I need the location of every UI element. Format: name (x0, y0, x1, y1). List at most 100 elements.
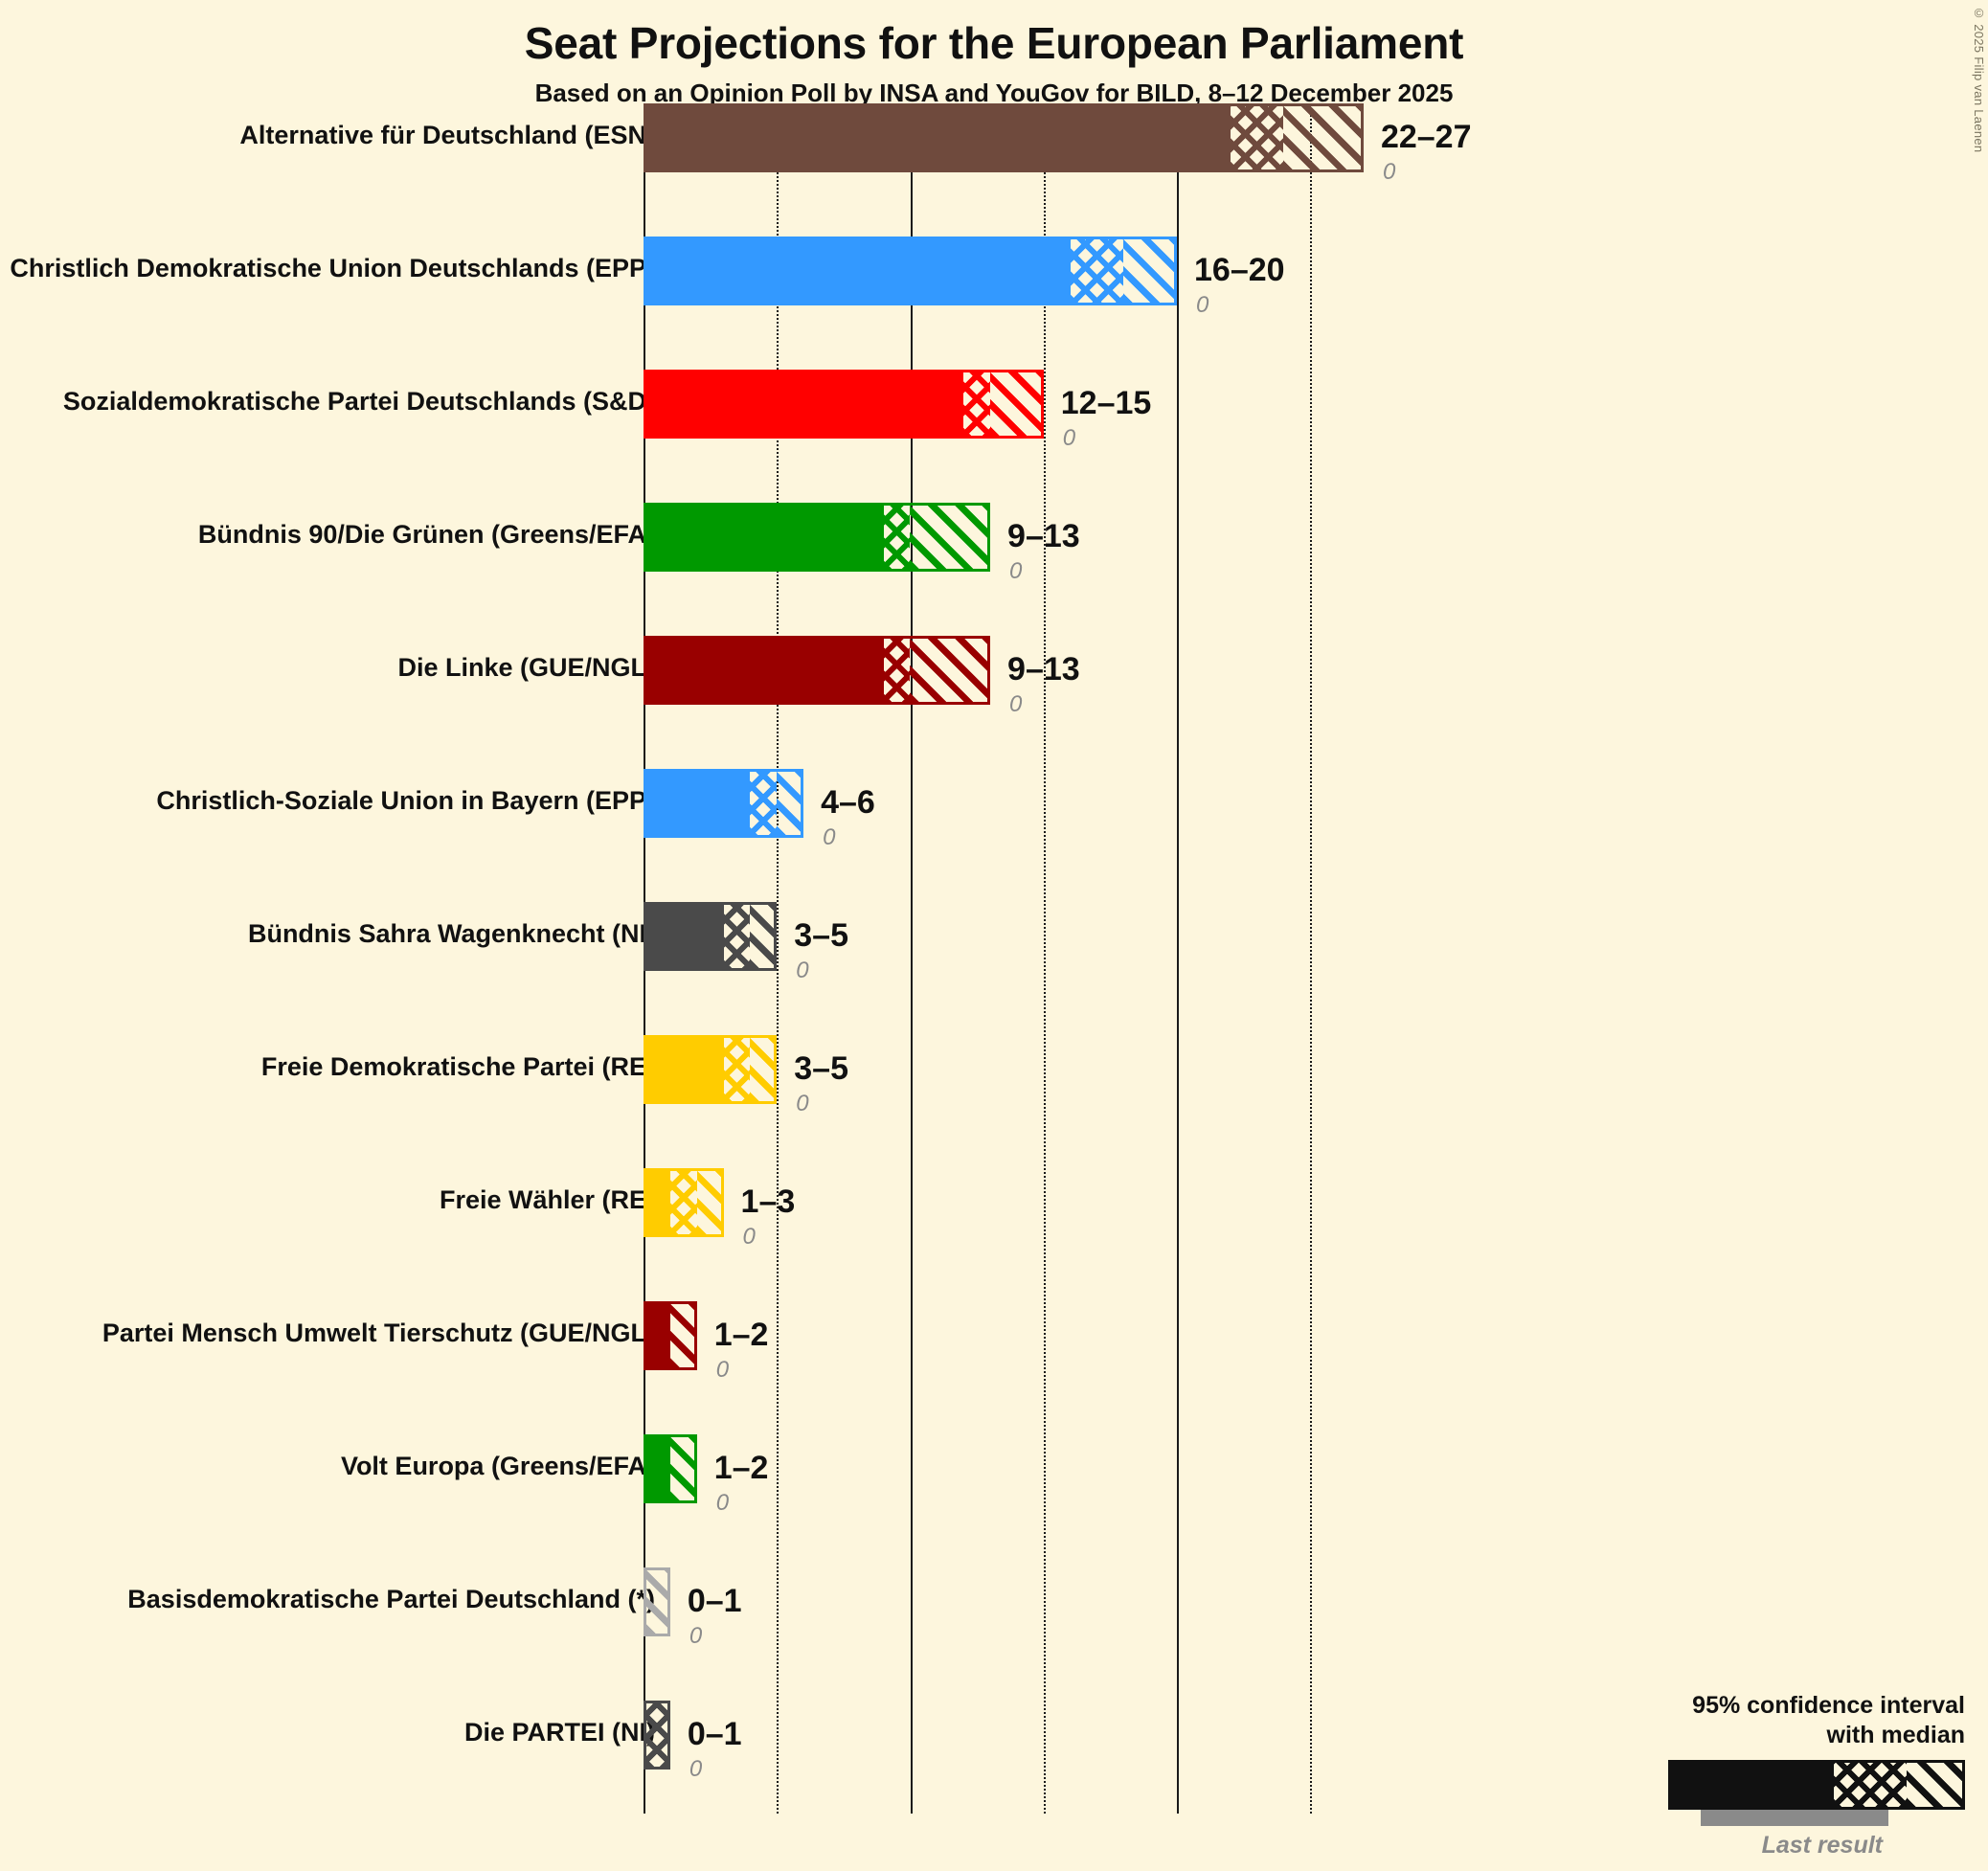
legend-segment-upper (1907, 1763, 1962, 1807)
bar-segment-median-5 (750, 772, 778, 835)
legend: 95% confidence interval with median Last… (1525, 1691, 1965, 1860)
bar-segment-upper-3 (910, 506, 988, 569)
party-label-2: Sozialdemokratische Partei Deutschlands … (62, 387, 655, 416)
party-label-0: Alternative für Deutschland (ESN) (239, 121, 655, 149)
bar-segment-lower-0 (646, 106, 1231, 169)
bar-segment-lower-5 (646, 772, 751, 835)
bar-7 (644, 1035, 778, 1104)
party-label-7: Freie Demokratische Partei (RE) (260, 1052, 655, 1081)
bar-segment-upper-6 (750, 905, 775, 968)
bar-segment-lower-2 (646, 372, 964, 436)
party-label-1: Christlich Demokratische Union Deutschla… (10, 254, 655, 282)
last-result-12: 0 (689, 1756, 703, 1782)
gridline-20 (1177, 103, 1179, 1814)
legend-segment-median (1834, 1763, 1907, 1807)
last-result-10: 0 (715, 1490, 730, 1516)
bar-2 (644, 370, 1044, 439)
party-label-11: Basisdemokratische Partei Deutschland (*… (127, 1585, 655, 1613)
gridline-5 (777, 103, 779, 1814)
bar-segment-lower-10 (646, 1437, 670, 1500)
bar-segment-upper-5 (777, 772, 802, 835)
party-label-4: Die Linke (GUE/NGL) (397, 653, 655, 682)
bar-segment-lower-8 (646, 1171, 670, 1234)
bar-segment-lower-1 (646, 239, 1071, 303)
bar-segment-median-3 (883, 506, 911, 569)
copyright-notice: © 2025 Filip van Laenen (1972, 6, 1986, 153)
party-label-8: Freie Wähler (RE) (439, 1185, 655, 1214)
bar-segment-upper-10 (669, 1437, 694, 1500)
last-result-7: 0 (796, 1091, 809, 1116)
legend-last-result-label: Last result (1761, 1832, 1883, 1859)
bar-11 (644, 1567, 670, 1636)
last-result-11: 0 (689, 1623, 703, 1649)
last-result-1: 0 (1196, 292, 1209, 318)
page-subtitle: Based on an Opinion Poll by INSA and You… (534, 79, 1454, 107)
bar-4 (644, 636, 991, 705)
bar-10 (644, 1434, 697, 1503)
value-label-12: 0–1 (687, 1716, 742, 1752)
bar-segment-median-8 (669, 1171, 697, 1234)
value-label-6: 3–5 (794, 917, 848, 954)
legend-line-1: 95% confidence interval (1692, 1691, 1965, 1719)
value-label-10: 1–2 (713, 1450, 769, 1486)
bar-1 (644, 237, 1177, 305)
party-label-12: Die PARTEI (NI) (463, 1718, 655, 1747)
bar-segment-median-4 (883, 639, 911, 702)
bar-segment-median-7 (723, 1038, 751, 1101)
bar-12 (644, 1701, 670, 1770)
bar-5 (644, 769, 804, 838)
value-label-3: 9–13 (1007, 518, 1080, 554)
bar-segment-upper-8 (696, 1171, 721, 1234)
bar-segment-upper-7 (750, 1038, 775, 1101)
bar-9 (644, 1301, 697, 1370)
bar-8 (644, 1168, 724, 1237)
gridline-10 (910, 103, 913, 1814)
value-label-4: 9–13 (1007, 651, 1080, 688)
legend-swatch-bar (1668, 1760, 1965, 1810)
value-label-8: 1–3 (740, 1183, 796, 1220)
bar-segment-median-6 (723, 905, 751, 968)
page-title: Seat Projections for the European Parlia… (524, 18, 1464, 68)
bar-segment-upper-4 (910, 639, 988, 702)
last-result-3: 0 (1009, 558, 1023, 584)
last-result-9: 0 (715, 1357, 730, 1383)
legend-segment-lower (1671, 1763, 1834, 1807)
legend-line-2: with median (1826, 1721, 1965, 1748)
last-result-6: 0 (796, 958, 809, 983)
bar-segment-lower-9 (646, 1304, 670, 1367)
bar-0 (644, 103, 1364, 172)
bar-segment-median-12 (646, 1703, 667, 1767)
value-label-7: 3–5 (794, 1050, 848, 1087)
last-result-2: 0 (1062, 425, 1076, 451)
bar-segment-lower-6 (646, 905, 724, 968)
last-result-0: 0 (1382, 159, 1396, 185)
last-result-4: 0 (1009, 691, 1023, 717)
gridline-15 (1043, 103, 1046, 1814)
value-label-1: 16–20 (1194, 252, 1285, 288)
bar-3 (644, 503, 991, 572)
bar-segment-median-0 (1230, 106, 1284, 169)
value-label-9: 1–2 (713, 1317, 769, 1353)
bar-segment-upper-2 (990, 372, 1041, 436)
bar-segment-upper-11 (646, 1570, 667, 1634)
value-label-11: 0–1 (687, 1583, 742, 1619)
last-result-8: 0 (742, 1224, 756, 1250)
value-label-2: 12–15 (1060, 385, 1152, 421)
party-label-9: Partei Mensch Umwelt Tierschutz (GUE/NGL… (102, 1319, 655, 1347)
bar-6 (644, 902, 778, 971)
party-label-5: Christlich-Soziale Union in Bayern (EPP) (156, 786, 655, 815)
legend-last-result-swatch (1701, 1810, 1888, 1826)
party-label-3: Bündnis 90/Die Grünen (Greens/EFA) (197, 520, 655, 549)
bar-segment-lower-3 (646, 506, 884, 569)
bar-segment-median-2 (963, 372, 991, 436)
bar-segment-upper-1 (1123, 239, 1174, 303)
bar-segment-upper-0 (1283, 106, 1361, 169)
party-label-6: Bündnis Sahra Wagenknecht (NI) (247, 919, 655, 948)
bar-segment-upper-9 (669, 1304, 694, 1367)
party-label-10: Volt Europa (Greens/EFA) (340, 1452, 655, 1480)
last-result-5: 0 (823, 824, 836, 850)
bar-segment-median-1 (1070, 239, 1124, 303)
value-label-0: 22–27 (1380, 119, 1472, 155)
value-label-5: 4–6 (821, 784, 875, 821)
